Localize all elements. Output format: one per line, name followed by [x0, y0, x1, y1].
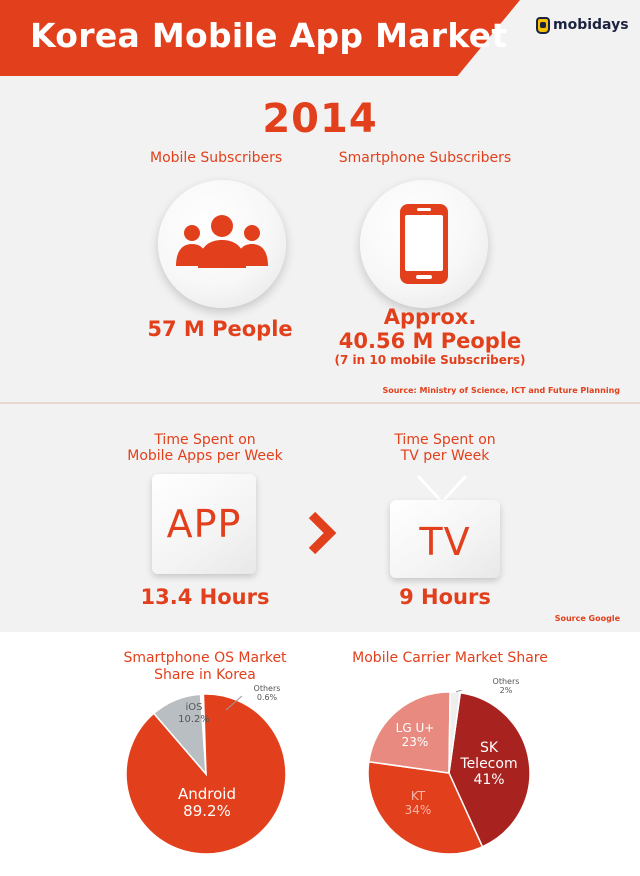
carrier-chart-title: Mobile Carrier Market Share — [352, 650, 548, 666]
lgu-slice-value: 23% — [401, 734, 429, 749]
tv-time-label-line2: TV per Week — [400, 448, 490, 464]
source-note-google: Source Google — [554, 614, 620, 623]
mobile-subscribers-label: Mobile Subscribers — [150, 150, 283, 166]
smartphone-subscribers-circle — [360, 180, 488, 308]
os-pie-labels: iOS 10.2% Android 89.2% — [124, 692, 288, 856]
sk-slice-label: SK Telecom 41% — [456, 740, 522, 788]
tv-card: TV — [390, 500, 500, 578]
lgu-slice-label: LG U+ 23% — [392, 721, 438, 750]
section-divider — [0, 402, 640, 404]
ios-slice-name: iOS — [185, 702, 203, 713]
logo-icon — [536, 16, 550, 34]
smartphone-subscribers-value-line2: 40.56 M People — [338, 329, 522, 353]
tv-time-value: 9 Hours — [399, 585, 491, 609]
tv-time-label: Time Spent on TV per Week — [360, 432, 530, 464]
ios-slice-label: iOS 10.2% — [174, 702, 214, 725]
os-pie-chart — [125, 693, 287, 855]
os-others-name: Others — [253, 684, 281, 693]
year-heading: 2014 — [262, 96, 378, 142]
tv-antenna-icon — [416, 474, 468, 504]
chevron-right-icon — [308, 511, 337, 555]
pie-slice-kt — [367, 760, 484, 855]
sk-slice-name-line1: SK — [479, 740, 499, 756]
source-note: Source: Ministry of Science, ICT and Fut… — [382, 386, 620, 395]
carrier-others-name: Others — [492, 677, 520, 686]
carrier-pie-labels: LG U+ 23% SK Telecom 41% KT 34% — [366, 690, 532, 856]
charts-panel — [0, 632, 640, 876]
app-card: APP — [152, 474, 256, 574]
kt-slice-label: KT 34% — [398, 789, 438, 818]
pie-slice-sk-telecom — [448, 691, 531, 848]
kt-slice-value: 34% — [404, 802, 432, 817]
apps-time-label-line2: Mobile Apps per Week — [127, 448, 283, 464]
os-chart-title-line2: Share in Korea — [154, 667, 256, 683]
android-slice-label: Android 89.2% — [170, 785, 244, 821]
others-leader-line — [225, 695, 243, 711]
apps-time-value: 13.4 Hours — [140, 585, 270, 609]
os-chart-title: Smartphone OS Market Share in Korea — [100, 650, 310, 684]
sk-slice-value: 41% — [473, 772, 505, 789]
apps-time-label-line1: Time Spent on — [154, 432, 256, 448]
pie-slice-lg-u- — [367, 691, 451, 774]
mobile-subscribers-circle — [158, 180, 286, 308]
os-chart-title-line1: Smartphone OS Market — [123, 650, 287, 666]
header-banner — [0, 0, 520, 76]
apps-time-label: Time Spent on Mobile Apps per Week — [115, 432, 295, 464]
sk-slice-name-line2: Telecom — [460, 756, 518, 773]
page-title: Korea Mobile App Market — [30, 16, 508, 55]
carrier-others-value: 2% — [499, 686, 513, 696]
kt-slice-name: KT — [410, 789, 426, 803]
logo: mobidays — [536, 14, 629, 36]
people-icon — [176, 215, 268, 268]
lgu-slice-name: LG U+ — [395, 721, 435, 735]
pie-slice-ios — [152, 693, 207, 777]
smartphone-subscribers-value-line1: Approx. — [383, 305, 477, 329]
carrier-others-label: Others 2% — [486, 677, 526, 695]
pie-slice-others — [448, 691, 462, 774]
smartphone-subscribers-note: (7 in 10 mobile Subscribers) — [334, 353, 526, 367]
tv-time-label-line1: Time Spent on — [394, 432, 496, 448]
pie-slice-android — [125, 693, 287, 855]
carrier-others-leader-line — [455, 690, 464, 693]
mobile-subscribers-value: 57 M People — [147, 317, 293, 341]
android-slice-value: 89.2% — [183, 802, 231, 821]
logo-text: mobidays — [553, 17, 629, 33]
carrier-pie-chart — [367, 690, 531, 855]
smartphone-subscribers-label: Smartphone Subscribers — [338, 150, 512, 166]
os-others-label: Others 0.6% — [246, 684, 288, 702]
ios-slice-value: 10.2% — [178, 713, 210, 725]
smartphone-icon — [400, 204, 448, 284]
os-others-value: 0.6% — [256, 693, 278, 703]
android-slice-name: Android — [178, 785, 236, 803]
